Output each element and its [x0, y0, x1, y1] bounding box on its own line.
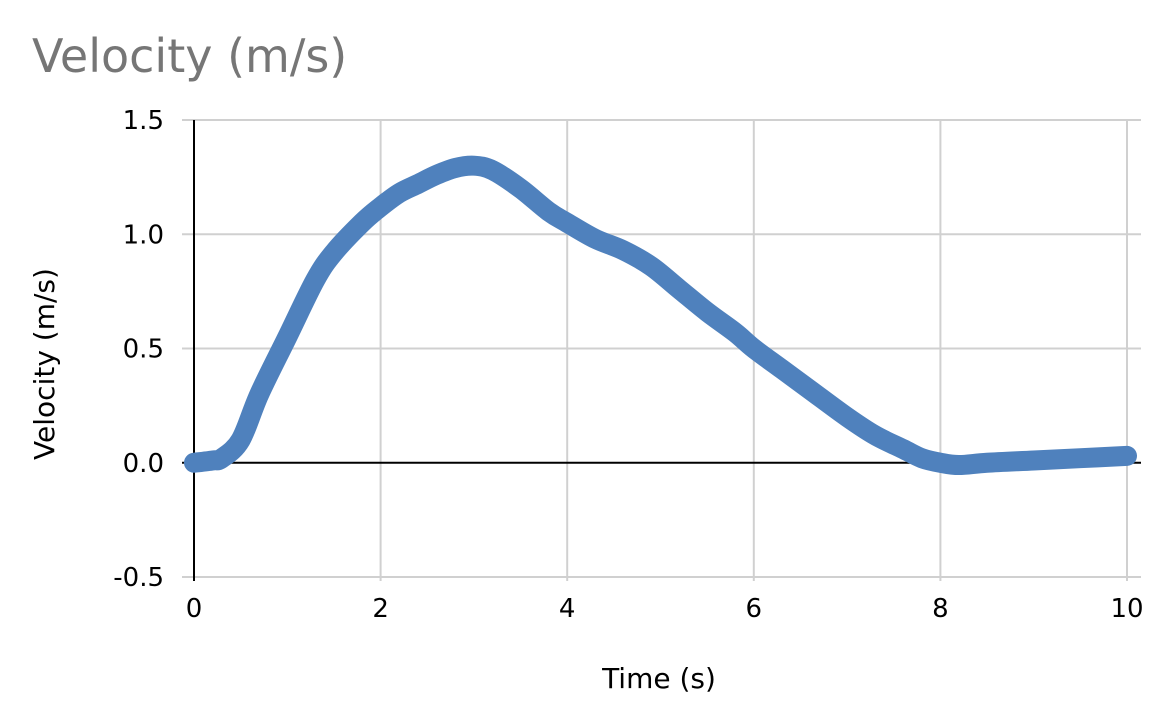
y-tick-label: 1.0: [123, 220, 164, 250]
x-tick-labels: 0 2 4 6 8 10: [186, 594, 1144, 624]
x-tick-label: 6: [746, 594, 763, 624]
axes: [182, 120, 1141, 581]
y-tick-label: 1.5: [123, 106, 164, 136]
velocity-series-line: [184, 155, 1137, 476]
x-tick-label: 10: [1110, 594, 1143, 624]
chart-title: Velocity (m/s): [32, 29, 347, 83]
grid: [182, 119, 1141, 581]
y-tick-label: 0.0: [123, 449, 164, 479]
y-tick-label: 0.5: [123, 335, 164, 365]
y-tick-labels: -0.5 0.0 0.5 1.0 1.5: [113, 106, 164, 593]
x-tick-label: 8: [932, 594, 949, 624]
x-axis-title: Time (s): [601, 662, 716, 695]
series-layer: [184, 155, 1137, 476]
x-tick-label: 4: [559, 594, 576, 624]
y-tick-label: -0.5: [113, 563, 164, 593]
x-tick-label: 2: [372, 594, 389, 624]
y-axis-title: Velocity (m/s): [28, 268, 61, 460]
x-tick-label: 0: [186, 594, 203, 624]
